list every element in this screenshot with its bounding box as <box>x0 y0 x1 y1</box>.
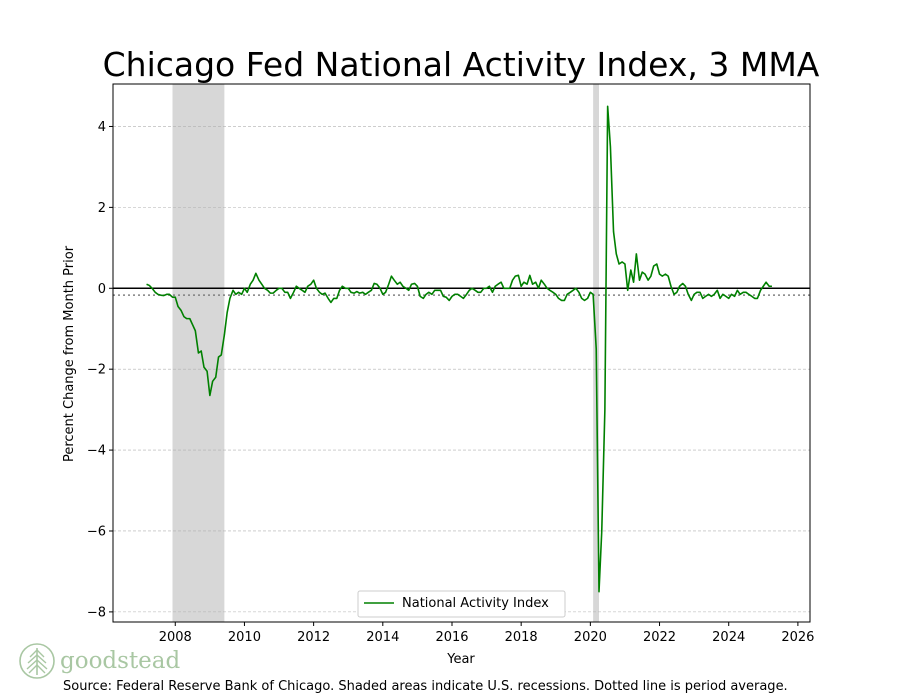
x-tick-label: 2016 <box>435 630 468 645</box>
y-axis-label: Percent Change from Month Prior <box>62 245 77 462</box>
x-tick-label: 2020 <box>574 630 607 645</box>
legend: National Activity Index <box>357 590 566 618</box>
plot-frame <box>112 83 811 623</box>
chart-title: Chicago Fed National Activity Index, 3 M… <box>103 45 820 84</box>
x-tick-label: 2022 <box>643 630 676 645</box>
x-tick-label: 2026 <box>781 630 814 645</box>
y-tick-label: 0 <box>98 282 106 297</box>
legend-box <box>357 590 566 618</box>
y-tick-label: −2 <box>87 363 106 378</box>
x-tick-label: 2024 <box>712 630 745 645</box>
y-tick-label: 2 <box>98 201 106 216</box>
x-tick-label: 2014 <box>366 630 399 645</box>
brand-name: goodstead <box>60 648 181 674</box>
tree-icon <box>19 643 55 679</box>
y-tick-label: −8 <box>87 605 106 620</box>
x-tick-label: 2008 <box>159 630 192 645</box>
y-tick-label: −6 <box>87 524 106 539</box>
y-tick-label: −4 <box>87 444 106 459</box>
y-tick-label: 4 <box>98 120 106 135</box>
legend-label: National Activity Index <box>402 596 549 611</box>
source-note: Source: Federal Reserve Bank of Chicago.… <box>63 679 788 694</box>
plot-area: 4 2 0 −2 −4 −6 −8 2008 2010 2012 2014 2016 2018 2020 2… <box>87 83 814 645</box>
x-axis-label: Year <box>446 652 475 667</box>
x-tick-label: 2018 <box>505 630 538 645</box>
series-line-0 <box>146 105 772 593</box>
x-tick-label: 2012 <box>297 630 330 645</box>
x-tick-label: 2010 <box>228 630 261 645</box>
brand-logo: goodstead <box>18 642 180 680</box>
